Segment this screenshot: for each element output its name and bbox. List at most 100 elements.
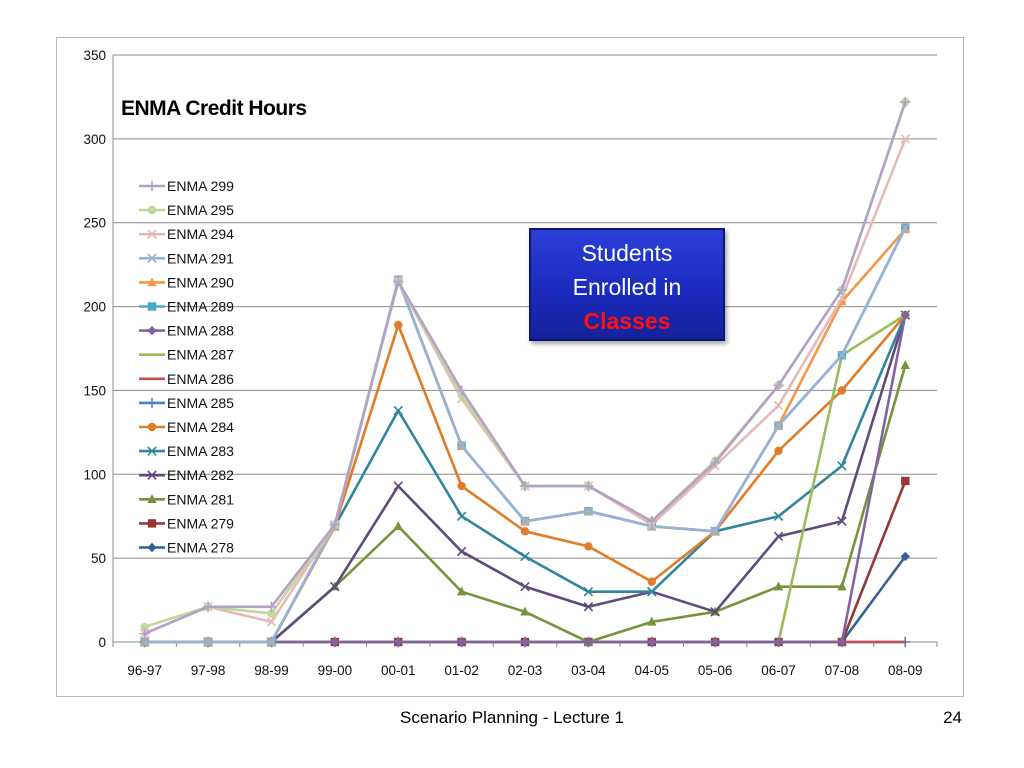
data-point [583, 480, 594, 492]
x-tick-label: 99-00 [318, 663, 353, 678]
legend-marker [147, 302, 157, 311]
data-point [456, 546, 467, 557]
x-tick-label: 03-04 [571, 663, 606, 678]
series-enma-294 [139, 134, 911, 639]
data-point [330, 637, 340, 647]
series-line [144, 101, 907, 635]
legend-item: ENMA 295 [139, 202, 234, 218]
legend-marker [147, 470, 157, 480]
data-point [647, 616, 657, 626]
x-tick-label: 05-06 [698, 663, 733, 678]
y-tick-label: 250 [83, 216, 106, 231]
x-tick-label: 07-08 [825, 663, 860, 678]
data-point [393, 276, 404, 287]
legend-marker [146, 180, 158, 192]
callout-line-2: Enrolled in [572, 274, 682, 300]
line-chart: 0 50 100 150 200 250 300 350 96-97 97-98 98-99 99-0… [83, 48, 938, 678]
legend-item: ENMA 291 [139, 250, 234, 266]
data-point [520, 637, 530, 647]
data-point [266, 601, 277, 612]
legend-label: ENMA 288 [167, 323, 234, 339]
data-point [900, 360, 911, 369]
y-tick-label: 0 [98, 635, 106, 650]
data-point [583, 637, 594, 647]
data-point [773, 637, 784, 647]
y-tick-label: 100 [83, 467, 106, 482]
data-point [837, 581, 847, 591]
data-point [900, 134, 911, 144]
data-point [583, 602, 594, 612]
legend-item: ENMA 284 [139, 419, 234, 435]
data-point [456, 511, 467, 521]
data-point [394, 320, 403, 330]
data-point [647, 637, 657, 647]
legend-label: ENMA 286 [167, 371, 234, 387]
data-point [773, 420, 784, 431]
data-point [900, 551, 911, 562]
legend-item: ENMA 282 [139, 467, 234, 483]
data-point [773, 581, 784, 591]
callout-line-1: Students [581, 240, 673, 266]
legend-item: ENMA 290 [139, 274, 234, 290]
series-line [144, 364, 907, 644]
legend-marker [147, 519, 157, 528]
x-tick-label: 98-99 [254, 663, 289, 678]
legend-item: ENMA 299 [139, 178, 234, 194]
legend-marker [146, 397, 158, 409]
data-point [140, 622, 149, 632]
callout-line-3: Classes [583, 308, 671, 334]
legend-item: ENMA 289 [139, 299, 234, 315]
data-point [267, 609, 276, 618]
legend-label: ENMA 290 [167, 274, 234, 290]
data-point [456, 441, 467, 451]
data-point [393, 637, 403, 647]
data-point [900, 96, 911, 108]
data-point [710, 607, 720, 617]
data-point [456, 385, 467, 396]
data-point [520, 606, 530, 616]
data-point [520, 516, 530, 527]
legend-item: ENMA 287 [139, 347, 234, 363]
data-point [520, 527, 530, 536]
data-point [773, 400, 784, 411]
x-tick-label: 08-09 [888, 663, 923, 678]
legend-item: ENMA 286 [139, 371, 234, 387]
data-point [584, 542, 593, 551]
legend-label: ENMA 279 [167, 515, 234, 531]
callout-box: Students Enrolled in Classes [529, 228, 725, 341]
x-tick-label: 06-07 [761, 663, 796, 678]
legend-item: ENMA 285 [139, 395, 234, 411]
legend-marker [147, 446, 157, 456]
series-layer [139, 96, 911, 648]
legend-label: ENMA 294 [167, 226, 234, 242]
chart-frame: 0 50 100 150 200 250 300 350 96-97 97-98 98-99 99-0… [56, 37, 964, 697]
data-point [393, 481, 403, 491]
legend-label: ENMA 283 [167, 443, 234, 459]
data-point [837, 516, 847, 527]
x-tick-label: 02-03 [508, 663, 543, 678]
data-point [710, 526, 720, 537]
data-point [837, 386, 847, 395]
data-point [139, 637, 150, 647]
series-line [144, 555, 907, 644]
legend-marker [147, 542, 157, 553]
data-point [773, 511, 784, 521]
legend-item: ENMA 279 [139, 515, 234, 531]
data-point [647, 577, 656, 586]
footer-text: Scenario Planning - Lecture 1 [400, 708, 624, 727]
data-point [647, 586, 657, 597]
y-tick-label: 50 [91, 551, 106, 566]
data-point [837, 461, 847, 471]
legend-label: ENMA 299 [167, 178, 234, 194]
legend-marker [147, 325, 157, 336]
slide-number: 24 [943, 708, 962, 727]
data-point [774, 446, 783, 456]
data-point [456, 586, 467, 596]
legend-label: ENMA 282 [167, 467, 234, 483]
x-tick-label: 01-02 [444, 663, 479, 678]
data-point [900, 222, 911, 233]
y-tick-label: 150 [83, 383, 106, 398]
legend-marker [147, 229, 157, 239]
legend-item: ENMA 281 [139, 491, 234, 507]
series-enma-299 [139, 96, 911, 639]
